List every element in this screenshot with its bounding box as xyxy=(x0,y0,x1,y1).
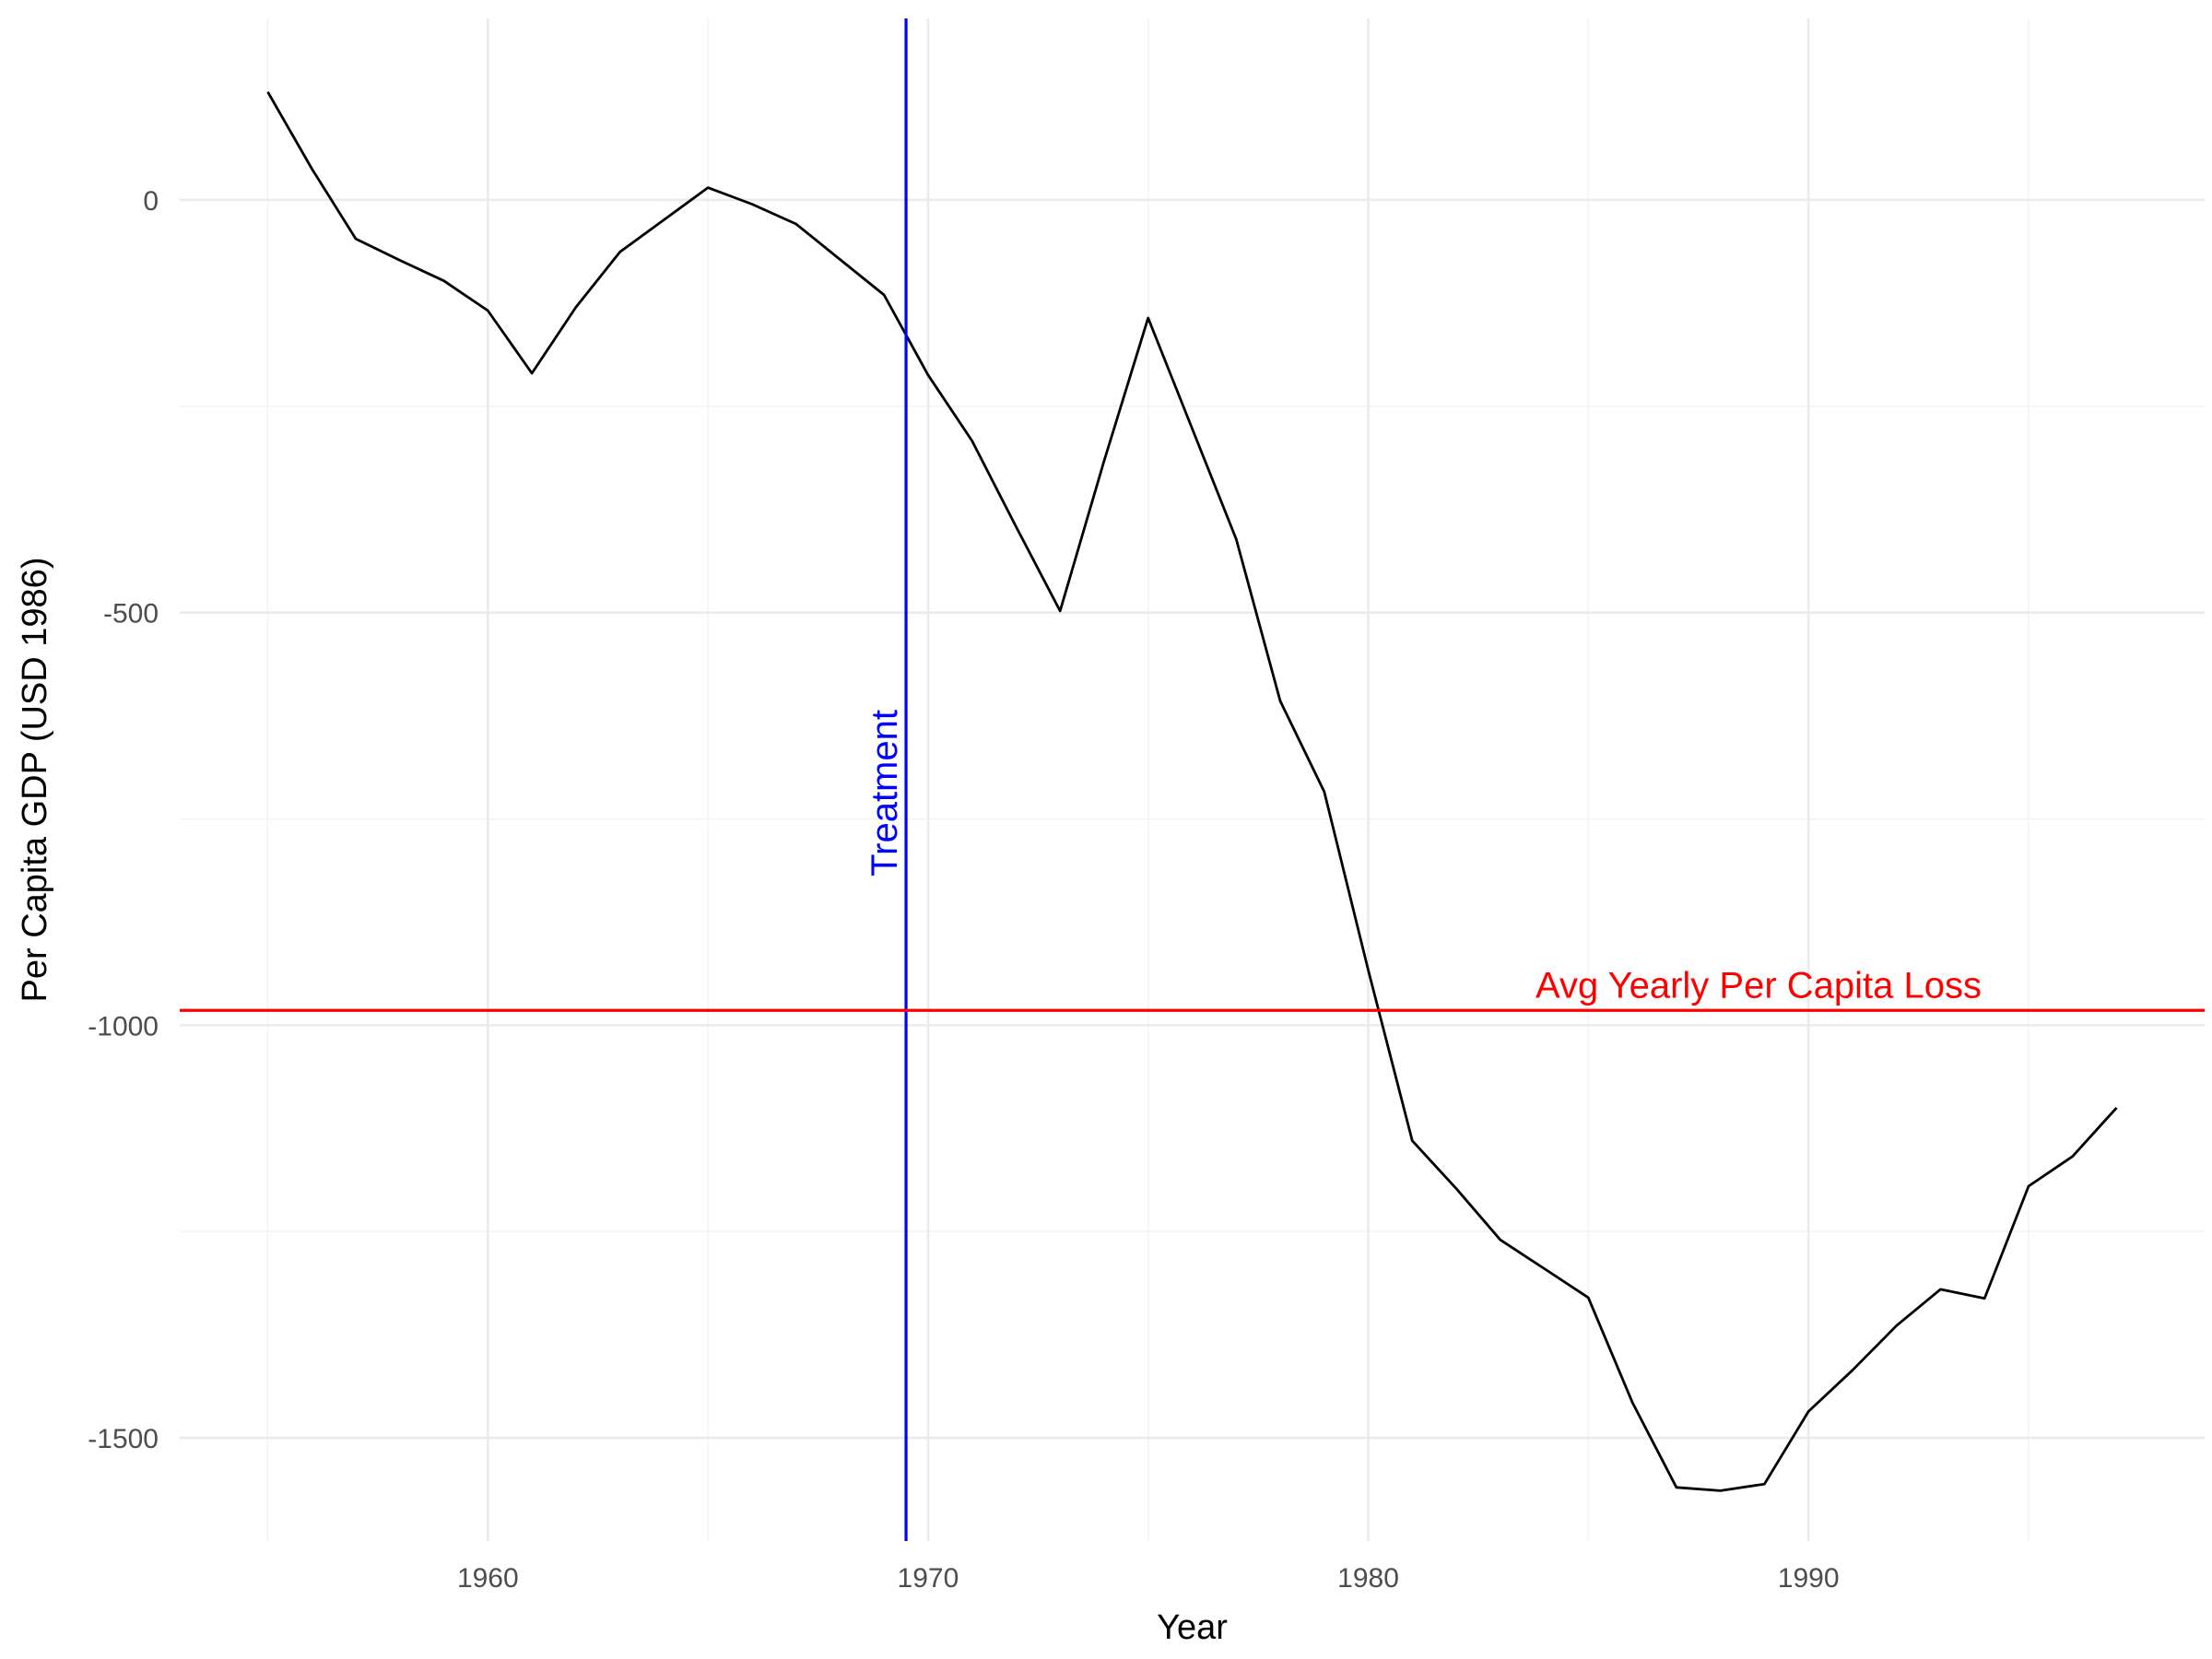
series-layer xyxy=(266,91,2118,1492)
gdp-gap-line xyxy=(266,91,2118,1492)
major-gridlines xyxy=(180,18,2205,1541)
x-axis-tick-labels: 1960 1970 1980 1990 xyxy=(457,1563,1840,1594)
annotation-layer: Treatment Avg Yearly Per Capita Loss xyxy=(180,18,2205,1541)
y-tick-label: 0 xyxy=(143,186,159,217)
y-axis-tick-labels: 0 -500 -1000 -1500 xyxy=(88,186,159,1454)
x-tick-label: 1960 xyxy=(457,1563,519,1594)
treatment-label: Treatment xyxy=(865,710,905,877)
y-tick-label: -500 xyxy=(103,599,159,629)
x-tick-label: 1970 xyxy=(898,1563,959,1594)
x-tick-label: 1990 xyxy=(1778,1563,1840,1594)
avg-loss-label: Avg Yearly Per Capita Loss xyxy=(1535,965,1982,1006)
x-axis-title: Year xyxy=(1157,1608,1228,1647)
y-tick-label: -1000 xyxy=(88,1011,159,1041)
minor-gridlines xyxy=(180,18,2205,1541)
x-tick-label: 1980 xyxy=(1337,1563,1399,1594)
y-axis-title: Per Capita GDP (USD 1986) xyxy=(16,558,54,1003)
y-tick-label: -1500 xyxy=(88,1424,159,1454)
